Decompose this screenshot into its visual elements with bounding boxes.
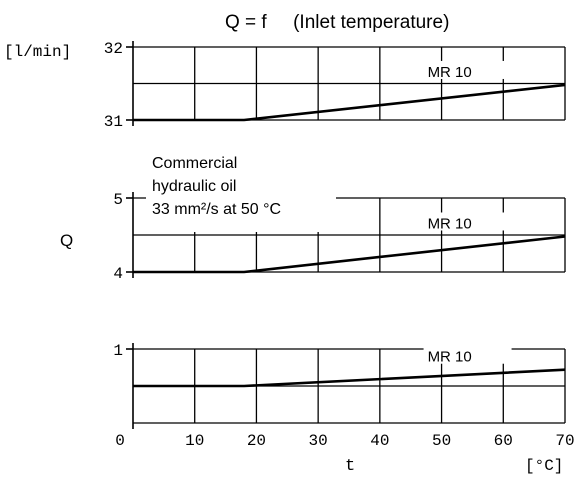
y-tick-label: 1	[113, 342, 123, 360]
x-axis-unit: [°C]	[525, 457, 563, 475]
y-tick-label: 4	[113, 265, 123, 283]
y-axis-unit: [l/min]	[4, 43, 71, 61]
y-tick-label: 32	[104, 40, 123, 58]
label-mask	[423, 345, 512, 364]
x-tick-label: 10	[185, 432, 204, 450]
x-axis-label: t	[345, 457, 355, 476]
oil-annotation: Commercial hydraulic oil 33 mm²/s at 50 °C	[146, 150, 336, 232]
label-mask	[423, 212, 512, 231]
annotation-mask	[146, 150, 336, 232]
label-mask	[423, 60, 512, 79]
panel-2: 5 4 MR 10	[113, 191, 566, 283]
series-label: MR 10	[428, 64, 472, 81]
panel-1: 32 31 MR 10	[104, 40, 566, 131]
y-axis-label: Q	[60, 231, 73, 250]
chart-panels: 32 31 MR 10 5 4 MR 10 1 MR 10	[104, 40, 566, 429]
series-label: MR 10	[428, 349, 472, 366]
annotation-line: Commercial	[152, 155, 237, 172]
series-label: MR 10	[428, 215, 472, 232]
y-tick-label: 31	[104, 113, 123, 131]
x-tick-label: 50	[432, 432, 451, 450]
x-tick-label: 40	[370, 432, 389, 450]
x-tick-label: 0	[115, 432, 125, 450]
series-line-mr10	[133, 368, 566, 388]
chart-title: Q = f (Inlet temperature)	[225, 12, 449, 33]
x-tick-labels: 0 10 20 30 40 50 60 70	[115, 432, 574, 450]
x-tick-label: 70	[555, 432, 574, 450]
x-tick-label: 30	[309, 432, 328, 450]
annotation-line: 33 mm²/s at 50 °C	[152, 201, 281, 218]
y-tick-label: 5	[113, 191, 123, 209]
x-tick-label: 20	[247, 432, 266, 450]
x-tick-label: 60	[494, 432, 513, 450]
annotation-line: hydraulic oil	[152, 178, 236, 195]
series-line-mr10	[133, 235, 566, 274]
series-line-mr10	[133, 83, 566, 122]
panel-3: 1 MR 10	[113, 342, 566, 429]
